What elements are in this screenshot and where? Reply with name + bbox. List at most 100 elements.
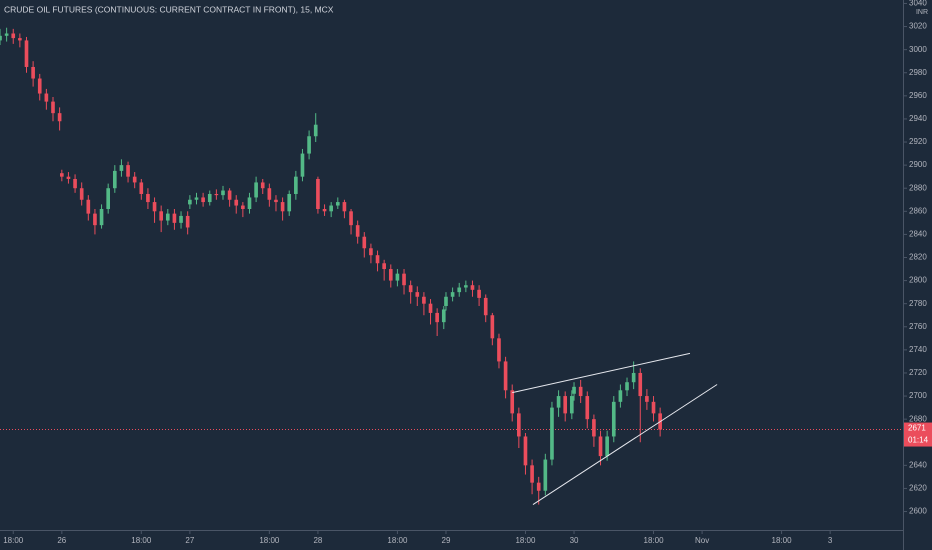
candle-body xyxy=(307,136,311,154)
candle-body xyxy=(523,436,528,466)
candle-body xyxy=(188,199,192,205)
candle-body xyxy=(0,35,2,41)
candle-body xyxy=(234,199,239,206)
candle-body xyxy=(408,285,413,293)
candle-body xyxy=(201,197,205,203)
y-tick-label: 2980 xyxy=(909,68,927,77)
y-tick-label: 2740 xyxy=(909,345,927,354)
candle-body xyxy=(99,208,104,226)
candle-body xyxy=(214,193,219,196)
candle-body xyxy=(497,338,501,362)
candle-body xyxy=(536,482,541,491)
candle-body xyxy=(598,436,603,457)
candle-body xyxy=(267,188,272,200)
candle-body xyxy=(395,273,400,281)
candle-body xyxy=(611,401,616,437)
currency-label: INR xyxy=(916,9,928,16)
y-tick-label: 2840 xyxy=(909,230,927,239)
candle-body xyxy=(207,193,212,203)
candle-body xyxy=(79,188,84,200)
candle-body xyxy=(221,190,225,196)
candle-body xyxy=(24,40,29,67)
candle-body xyxy=(112,170,117,189)
candle-body xyxy=(375,255,380,264)
candle-body xyxy=(254,182,258,198)
candle-body xyxy=(18,38,22,41)
candle-body xyxy=(556,396,561,408)
candle-body xyxy=(194,197,199,200)
candle-body xyxy=(450,292,455,297)
candle-body xyxy=(605,436,609,457)
candle-body xyxy=(349,211,353,226)
chart-title: CRUDE OIL FUTURES (CONTINUOUS: CURRENT C… xyxy=(4,4,334,14)
y-tick-label: 2880 xyxy=(909,183,927,192)
candle-body xyxy=(490,315,495,339)
y-tick-label: 3040 xyxy=(909,0,927,8)
x-tick-label: Nov xyxy=(695,536,709,545)
candle-body xyxy=(470,285,475,290)
countdown-label: 01:14 xyxy=(908,436,929,445)
candle-body xyxy=(11,33,16,39)
candle-body xyxy=(388,269,393,281)
candle-body xyxy=(503,361,508,391)
candle-body xyxy=(510,390,515,414)
candle-body xyxy=(159,211,163,221)
y-tick-label: 3020 xyxy=(909,22,927,31)
candle-body xyxy=(185,215,190,228)
candle-body xyxy=(73,178,77,189)
candle-body xyxy=(4,33,9,36)
y-tick-label: 2940 xyxy=(909,114,927,123)
x-tick-label: 18:00 xyxy=(387,536,408,545)
candle-body xyxy=(132,176,137,183)
x-tick-label: 27 xyxy=(185,536,194,545)
candle-body xyxy=(543,459,548,491)
candle-body xyxy=(247,197,252,209)
candle-body xyxy=(59,173,64,177)
candle-body xyxy=(618,390,623,402)
candle-body xyxy=(322,208,327,212)
x-tick-label: 30 xyxy=(570,536,579,545)
y-tick-label: 2920 xyxy=(909,137,927,146)
candle-body xyxy=(441,309,446,323)
candle-body xyxy=(172,213,177,223)
candle-body xyxy=(146,193,150,203)
candle-body xyxy=(51,101,55,114)
candle-body xyxy=(428,303,433,313)
candle-body xyxy=(578,386,583,397)
candle-body xyxy=(260,182,265,189)
candle-body xyxy=(625,382,629,391)
y-tick-label: 2800 xyxy=(909,276,927,285)
y-tick-label: 2820 xyxy=(909,253,927,262)
candle-body xyxy=(294,176,298,194)
x-tick-label: 18:00 xyxy=(644,536,665,545)
y-tick-label: 2860 xyxy=(909,206,927,215)
candle-body xyxy=(165,213,170,221)
x-tick-label: 29 xyxy=(442,536,451,545)
candle-body xyxy=(570,396,574,414)
x-tick-label: 18:00 xyxy=(772,536,793,545)
candle-body xyxy=(585,396,590,420)
y-tick-label: 2620 xyxy=(909,484,927,493)
candle-body xyxy=(316,178,320,209)
candle-body xyxy=(37,78,42,94)
y-tick-label: 2760 xyxy=(909,322,927,331)
candle-body xyxy=(592,419,596,437)
y-tick-label: 2640 xyxy=(909,460,927,469)
candle-body xyxy=(645,396,649,402)
candle-body xyxy=(422,296,426,304)
candle-body xyxy=(335,202,340,206)
candle-body xyxy=(287,193,292,212)
candle-body xyxy=(651,401,656,414)
candle-body xyxy=(106,188,111,209)
y-tick-label: 2900 xyxy=(909,160,927,169)
y-tick-label: 2780 xyxy=(909,299,927,308)
candle-body xyxy=(300,153,305,177)
last-price-label: 2671 xyxy=(908,424,926,433)
y-tick-label: 2700 xyxy=(909,391,927,400)
candle-body xyxy=(415,292,420,297)
candle-body xyxy=(572,386,576,394)
candle-body xyxy=(57,113,62,122)
candle-body xyxy=(66,176,71,179)
trend-line xyxy=(512,352,691,394)
